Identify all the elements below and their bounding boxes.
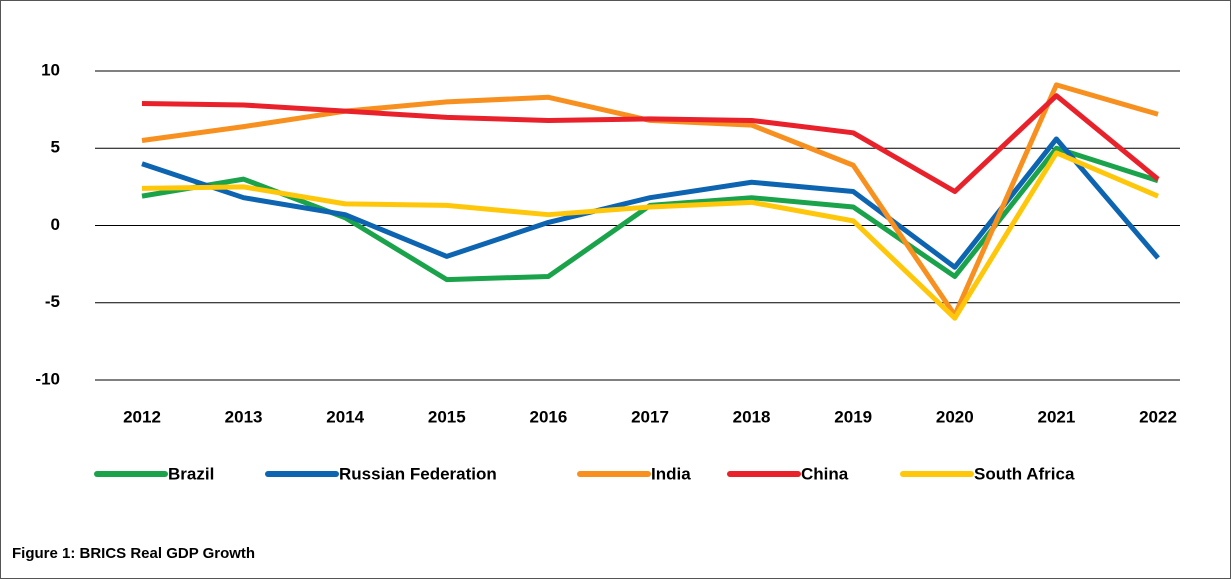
x-tick-label: 2019	[834, 407, 872, 426]
caption: Figure 1: BRICS Real GDP Growth	[12, 545, 255, 562]
series-line	[141, 150, 1159, 321]
x-tick-label: 2017	[631, 407, 669, 426]
y-tick-label: 10	[41, 60, 60, 79]
x-tick-label: 2021	[1037, 407, 1075, 426]
x-tick-label: 2020	[936, 407, 974, 426]
legend-label: China	[801, 464, 849, 483]
y-tick-label: -10	[35, 369, 60, 388]
legend-label: Russian Federation	[339, 464, 497, 483]
series-line	[141, 93, 1160, 195]
x-tick-label: 2014	[326, 407, 364, 426]
x-tick-label: 2015	[428, 407, 466, 426]
legend-label: Brazil	[168, 464, 214, 483]
series-line	[141, 136, 1160, 270]
x-tick-label: 2012	[123, 407, 161, 426]
legend-label: South Africa	[974, 464, 1075, 483]
x-tick-label: 2013	[225, 407, 263, 426]
y-tick-label: 0	[51, 215, 60, 234]
x-tick-label: 2018	[733, 407, 771, 426]
x-tick-label: 2016	[529, 407, 567, 426]
y-tick-label: -5	[45, 292, 60, 311]
y-tick-label: 5	[51, 138, 60, 157]
x-tick-label: 2022	[1139, 407, 1177, 426]
legend-label: India	[651, 464, 691, 483]
